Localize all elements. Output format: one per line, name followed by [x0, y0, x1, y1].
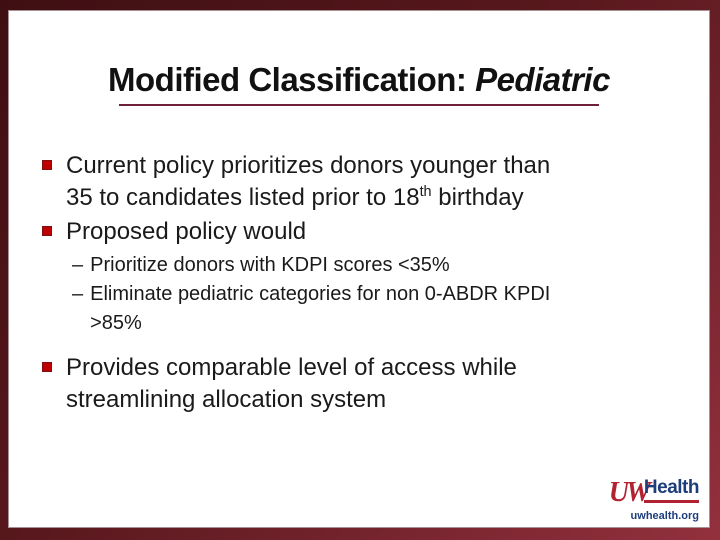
health-logo-underline: Health	[643, 477, 700, 503]
superscript-th: th	[419, 184, 432, 200]
bullet-text-current-policy: Current policy prioritizes donors younge…	[66, 150, 550, 214]
square-bullet-icon	[42, 226, 52, 236]
sub-bullet-list: – Prioritize donors with KDPI scores <35…	[72, 251, 691, 338]
uw-logo-text: UW	[608, 477, 651, 508]
slide-content: Modified Classification: Pediatric Curre…	[8, 10, 710, 528]
title-underline	[119, 104, 599, 106]
bullet-text-proposed-policy: Proposed policy would	[66, 216, 306, 248]
sub-bullet-line: >85%	[90, 312, 142, 334]
bullet-text-provides-access: Provides comparable level of access whil…	[66, 352, 517, 416]
square-bullet-icon	[42, 362, 52, 372]
bullet-item-current-policy: Current policy prioritizes donors younge…	[42, 150, 691, 214]
bullet-line: Current policy prioritizes donors younge…	[66, 152, 551, 179]
bullet-line: Provides comparable level of access whil…	[66, 354, 517, 381]
sub-bullet-prioritize: – Prioritize donors with KDPI scores <35…	[72, 251, 691, 280]
title-text: Modified Classification:	[108, 61, 476, 98]
sub-bullet-eliminate: – Eliminate pediatric categories for non…	[72, 280, 691, 338]
sub-bullet-line: Eliminate pediatric categories for non 0…	[90, 283, 551, 305]
dash-bullet-icon: –	[72, 254, 84, 276]
square-bullet-icon	[42, 160, 52, 170]
bullet-line: Proposed policy would	[66, 218, 307, 245]
bullet-line-post: birthday	[431, 184, 524, 211]
uw-health-logo: UW Health uwhealth.org	[608, 477, 700, 522]
uw-health-logo-row: UW Health	[608, 477, 700, 508]
sub-bullet-line: Prioritize donors with KDPI scores <35%	[90, 254, 450, 276]
title-emphasis: Pediatric	[475, 61, 610, 98]
slide-title: Modified Classification: Pediatric	[9, 11, 709, 99]
uwhealth-url-text: uwhealth.org	[630, 510, 699, 522]
bullet-line: 35 to candidates listed prior to 18th bi…	[66, 182, 550, 214]
bullet-item-proposed-policy: Proposed policy would	[42, 216, 691, 248]
bullet-line: streamlining allocation system	[66, 386, 387, 413]
dash-bullet-icon: –	[72, 283, 84, 305]
bullet-item-provides-access: Provides comparable level of access whil…	[42, 352, 691, 416]
bullet-line-pre: 35 to candidates listed prior to 18	[66, 184, 420, 211]
sub-bullet-text-prioritize: Prioritize donors with KDPI scores <35%	[90, 251, 450, 280]
sub-bullet-text-eliminate: Eliminate pediatric categories for non 0…	[90, 280, 550, 338]
health-logo-text: Health	[643, 477, 700, 498]
bullet-list: Current policy prioritizes donors younge…	[9, 150, 709, 416]
